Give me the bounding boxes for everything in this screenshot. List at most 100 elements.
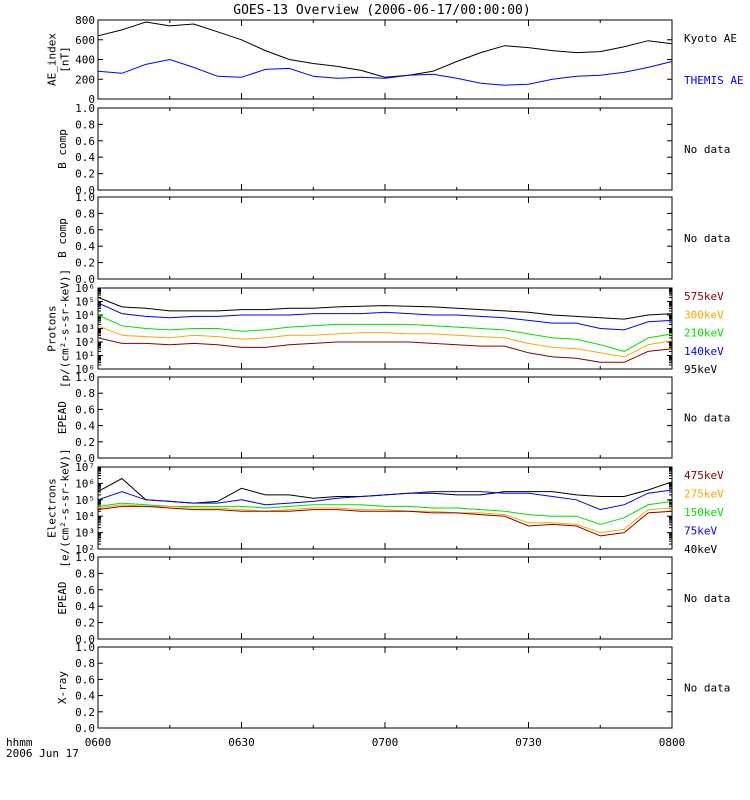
series-line-300kev [97,325,673,358]
x-axis: 0600 0630 0700 0730 0800 [85,736,686,749]
y-tick-label: 10¹ [75,350,95,363]
series-line-140kev [97,302,673,331]
y-tick-label: 0.6 [75,403,95,416]
y-tick-label: 0.0 [75,184,95,197]
y-tick-label: 200 [75,73,95,86]
y-tick-label: 0.0 [75,273,95,286]
y-tick-label: 0.4 [75,600,95,613]
panel-frame [97,107,673,191]
y-tick-label: 0.0 [75,722,95,735]
y-tick-label: 1.0 [75,641,95,654]
y-tick-label: 0.8 [75,387,95,400]
time-label: hhmm [6,736,33,749]
y-tick-label: 10⁴ [75,309,95,322]
y-tick-label: 0.6 [75,673,95,686]
panel-frame [97,196,673,280]
series-line-themis-ae [97,58,673,86]
y-tick-label: 1.0 [75,191,95,204]
panel-xray: 0.0 0.2 0.4 0.6 0.8 1.0 X-ray No data [56,641,730,735]
no-data-label: No data [684,232,730,245]
panel-ae: 0 200 400 600 800 AE_index [nT] Kyoto AE THEMIS … [46,14,744,106]
chart-title: GOES-13 Overview (2006-06-17/00:00:00) [233,3,530,18]
y-tick-label: 600 [75,34,95,47]
x-tick-label: 0630 [228,736,255,749]
y-tick-label: 0.2 [75,706,95,719]
y-axis-label: [p/(cm²-s-sr-keV)] [59,269,72,388]
y-tick-label: 0.8 [75,657,95,670]
y-tick-label: 10⁷ [75,461,95,474]
panel-electrons: 10² 10³ 10⁴ 10⁵ 10⁶ 10⁷ Electrons [e/(cm²-s-sr-… [46,448,725,567]
y-tick-label: 0 [88,93,95,106]
panel-epead1: 0.0 0.2 0.4 0.6 0.8 1.0 EPEAD No data [56,371,730,465]
series-line-kyoto-ae [97,21,673,78]
y-axis-label: B comp [56,218,69,258]
series-line-40kev [97,477,673,504]
y-tick-label: 10⁶ [75,477,95,490]
panel-frame [97,646,673,729]
y-tick-label: 0.0 [75,452,95,465]
legend-label: 150keV [684,506,724,519]
y-axis-label: AE_index [46,33,59,86]
y-tick-label: 1.0 [75,551,95,564]
x-tick-label: 0600 [85,736,112,749]
series-line-475kev [97,505,673,537]
y-tick-label: 1.0 [75,102,95,115]
y-tick-label: 10⁵ [75,494,95,507]
panel-frame [97,287,673,370]
panels-group: 0 200 400 600 800 AE_index [nT] Kyoto AE THEMIS … [46,14,744,735]
y-axis-label: EPEAD [56,401,69,434]
y-tick-label: 10² [75,336,95,349]
y-axis-label: Protons [46,305,59,351]
series-line-95kev [97,296,673,320]
y-tick-label: 0.4 [75,151,95,164]
y-axis-label: X-ray [56,671,69,704]
y-axis-label: EPEAD [56,581,69,614]
y-tick-label: 0.8 [75,207,95,220]
legend-label: 275keV [684,488,724,501]
y-axis-label: B comp [56,129,69,169]
y-tick-label: 800 [75,14,95,27]
y-tick-label: 0.2 [75,168,95,181]
y-tick-label: 0.6 [75,135,95,148]
y-tick-label: 10⁵ [75,296,95,309]
series-line-275kev [97,504,673,534]
y-axis-label: Electrons [46,478,59,538]
legend-label: 95keV [684,363,717,376]
y-tick-label: 1.0 [75,371,95,384]
no-data-label: No data [684,682,730,695]
legend-label: 75keV [684,525,717,538]
y-tick-label: 0.6 [75,584,95,597]
y-tick-label: 10⁰ [75,363,95,376]
series-line-210kev [97,314,673,352]
y-tick-label: 0.8 [75,118,95,131]
panel-frame [97,556,673,640]
y-axis-label: [e/(cm²-s-sr-keV)] [59,448,72,567]
legend-label: THEMIS AE [684,74,744,87]
y-tick-label: 0.2 [75,617,95,630]
legend-label: 475keV [684,469,724,482]
series-line-75kev [97,489,673,511]
y-tick-label: 0.4 [75,420,95,433]
panel-bcomp2: 0.0 0.2 0.4 0.6 0.8 1.0 B comp No data [56,191,730,286]
legend-label: 575keV [684,290,724,303]
y-tick-label: 0.6 [75,224,95,237]
series-line-150kev [97,500,673,525]
y-tick-label: 10⁶ [75,282,95,295]
panel-frame [97,19,673,100]
y-axis-label: [nT] [59,46,72,73]
y-tick-label: 0.2 [75,436,95,449]
y-tick-label: 0.8 [75,567,95,580]
panel-bcomp1: 0.0 0.2 0.4 0.6 0.8 1.0 B comp No data [56,102,730,197]
y-tick-label: 0.4 [75,240,95,253]
x-tick-label: 0800 [659,736,686,749]
legend-label: 300keV [684,308,724,321]
legend-label: 140keV [684,345,724,358]
no-data-label: No data [684,592,730,605]
y-tick-label: 400 [75,54,95,67]
panel-frame [97,376,673,459]
legend-label: 40keV [684,543,717,556]
panel-frame [97,466,673,550]
y-tick-label: 0.4 [75,690,95,703]
